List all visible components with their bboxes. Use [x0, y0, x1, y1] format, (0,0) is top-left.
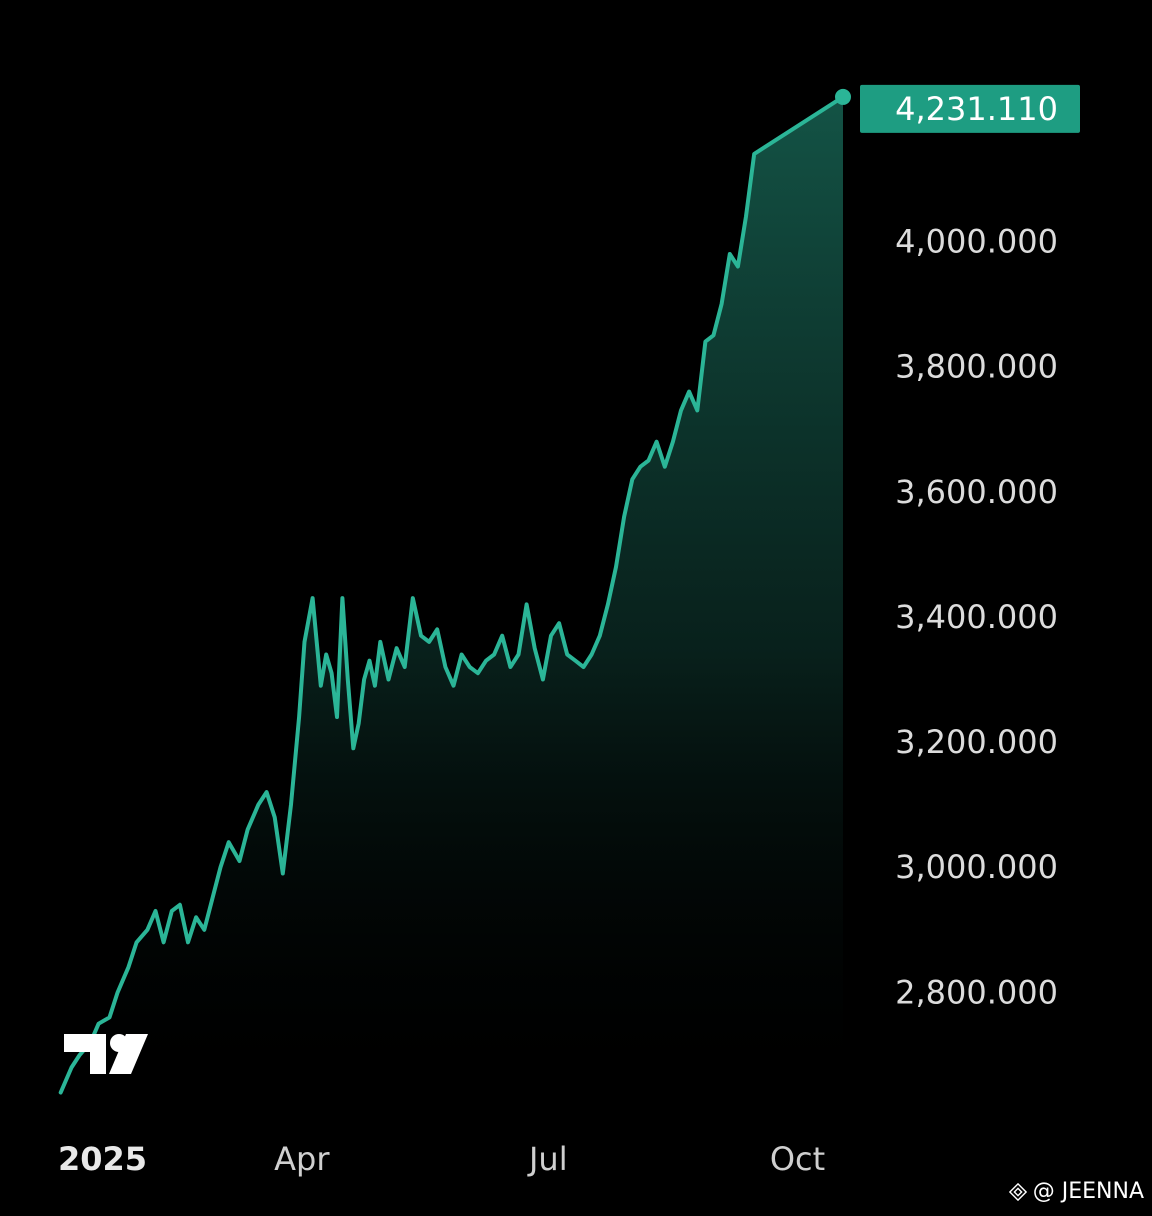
area-fill-layer [60, 96, 843, 1105]
last-value-label: 4,231.110 [860, 84, 1080, 133]
y-axis-ticks: 2,800.000 3,000.000 3,200.000 3,400.000 3,60… [895, 223, 1058, 1012]
tradingview-logo-icon [64, 1034, 148, 1074]
area-fill [60, 96, 843, 1105]
x-tick-label: Oct [770, 1140, 825, 1178]
watermark: @ JEENNA [1008, 1179, 1144, 1204]
last-price-marker [835, 88, 851, 105]
x-axis-ticks: 2025 Apr Jul Oct [58, 1140, 825, 1178]
y-tick-label: 2,800.000 [895, 973, 1058, 1011]
y-tick-label: 3,200.000 [895, 723, 1058, 761]
y-tick-label: 3,000.000 [895, 848, 1058, 886]
price-series-line [58, 94, 845, 1095]
y-tick-label: 4,000.000 [895, 223, 1058, 261]
binance-diamond-icon [1008, 1182, 1027, 1201]
watermark-text: @ JEENNA [1032, 1179, 1144, 1204]
x-tick-label: 2025 [58, 1140, 147, 1178]
price-line-layer [58, 88, 851, 1095]
y-tick-label: 3,400.000 [895, 598, 1058, 636]
x-tick-label: Jul [527, 1140, 568, 1178]
last-value-badge [860, 84, 1080, 133]
y-tick-label: 3,600.000 [895, 473, 1058, 511]
x-tick-label: Apr [274, 1140, 330, 1178]
last-value-text: 4,231.110 [895, 90, 1058, 128]
y-tick-label: 3,800.000 [895, 348, 1058, 386]
